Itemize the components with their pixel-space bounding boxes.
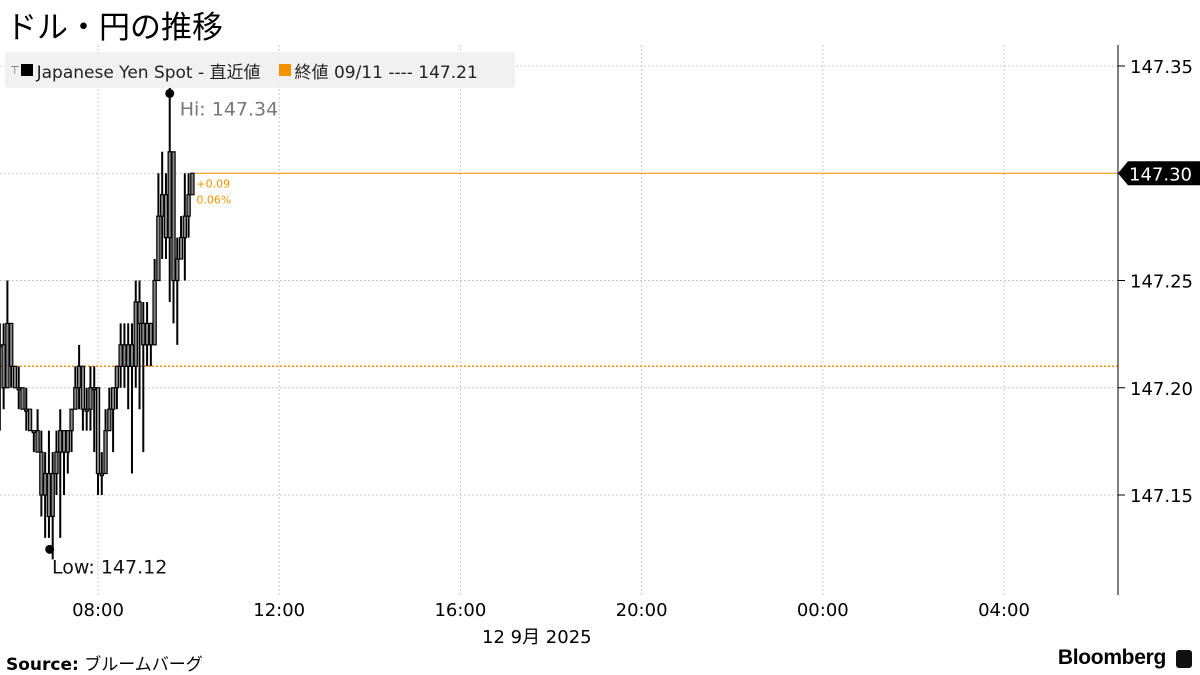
price-bar-body xyxy=(5,322,10,389)
x-tick-label: 00:00 xyxy=(797,600,849,621)
price-bar-body xyxy=(27,408,33,432)
price-bar-body xyxy=(24,408,29,412)
price-bar-body xyxy=(92,387,97,391)
price-bar-body xyxy=(61,430,67,453)
price-bar-body xyxy=(182,215,188,239)
price-bar-body xyxy=(99,472,104,477)
price-bar-body xyxy=(95,387,101,475)
price-bar-body xyxy=(175,258,180,282)
price-bar-body xyxy=(31,430,37,434)
legend: ⊤ Japanese Yen Spot - 直近値 終値 09/11 ---- … xyxy=(5,52,515,88)
change-pct-label: 0.06% xyxy=(196,193,231,206)
legend-swatch-series xyxy=(20,64,33,76)
legend-series-label: Japanese Yen Spot - 直近値 xyxy=(36,62,261,83)
legend-previous-close-label: 終値 09/11 ---- 147.21 xyxy=(294,62,478,83)
price-bar-body xyxy=(159,194,165,217)
x-tick-label: 04:00 xyxy=(978,600,1030,621)
high-label: Hi: 147.34 xyxy=(180,98,279,120)
price-bar-body xyxy=(0,344,3,348)
x-tick-label: 12:00 xyxy=(253,600,305,621)
price-bar-body xyxy=(178,237,184,260)
price-bar-body xyxy=(141,322,146,346)
price-bar-body xyxy=(133,301,138,367)
price-bar-body xyxy=(163,194,169,239)
price-bar-body xyxy=(129,344,135,367)
price-bar-body xyxy=(8,322,14,367)
price-bar-body xyxy=(42,472,48,496)
y-tick-label: 147.20 xyxy=(1130,379,1193,400)
price-bar-body xyxy=(144,322,150,346)
price-bar-body xyxy=(125,344,131,367)
legend-swatch-previous-close xyxy=(278,64,291,76)
source-text: ブルームバーグ xyxy=(84,655,203,675)
price-bar-body xyxy=(35,430,40,453)
last-price-tag xyxy=(1118,161,1200,186)
x-tick-label: 16:00 xyxy=(434,600,486,621)
price-bar-body xyxy=(88,387,93,410)
price-bar-body xyxy=(148,322,154,346)
x-tick-label: 08:00 xyxy=(72,600,124,621)
price-bar-body xyxy=(58,430,63,453)
change-label: +0.09 xyxy=(196,177,230,190)
price-bar-body xyxy=(39,451,44,496)
high-marker xyxy=(165,88,175,98)
price-bar-body xyxy=(103,430,108,475)
price-bar-body xyxy=(69,408,74,432)
price-bar-body xyxy=(107,408,112,432)
price-bar-body xyxy=(16,387,21,391)
price-bar-body xyxy=(114,365,120,389)
price-bar-body xyxy=(76,365,82,389)
price-bar-body xyxy=(50,472,55,518)
price-bar-body xyxy=(118,344,123,367)
price-bar-body xyxy=(167,151,172,239)
y-tick-label: 147.25 xyxy=(1130,272,1193,293)
price-bar-body xyxy=(110,387,116,410)
bloomberg-chart-icon xyxy=(1176,650,1192,668)
source-note: Source: ブルームバーグ xyxy=(6,650,203,675)
price-bar-body xyxy=(65,430,70,453)
last-price-label: 147.30 xyxy=(1129,164,1192,185)
price-bar-body xyxy=(186,194,191,217)
price-bar-body xyxy=(20,387,25,410)
low-marker xyxy=(45,544,55,554)
price-bar-body xyxy=(54,451,59,475)
price-bar-body xyxy=(80,365,86,410)
bloomberg-logo: Bloomberg xyxy=(1057,646,1166,669)
price-bar-body xyxy=(171,151,176,282)
price-bar-body xyxy=(1,344,6,389)
chart-title: ドル・円の推移 xyxy=(6,10,223,46)
y-tick-label: 147.35 xyxy=(1130,57,1193,78)
price-bar-body xyxy=(137,301,142,325)
price-bar-body xyxy=(73,387,78,410)
y-tick-label: 147.15 xyxy=(1130,486,1193,507)
date-label: 12 9月 2025 xyxy=(482,627,592,648)
price-bar-body xyxy=(84,408,89,412)
price-bar-body xyxy=(122,344,127,367)
price-bar-body xyxy=(12,365,18,389)
price-bar-body xyxy=(156,215,161,282)
legend-handle-icon[interactable]: ⊤ xyxy=(10,63,20,77)
price-bar-body xyxy=(190,172,195,196)
price-bar-body xyxy=(152,279,157,346)
source-label: Source: xyxy=(6,655,79,675)
price-bar-body xyxy=(46,472,52,518)
x-tick-label: 20:00 xyxy=(616,600,668,621)
low-label: Low: 147.12 xyxy=(52,556,167,578)
